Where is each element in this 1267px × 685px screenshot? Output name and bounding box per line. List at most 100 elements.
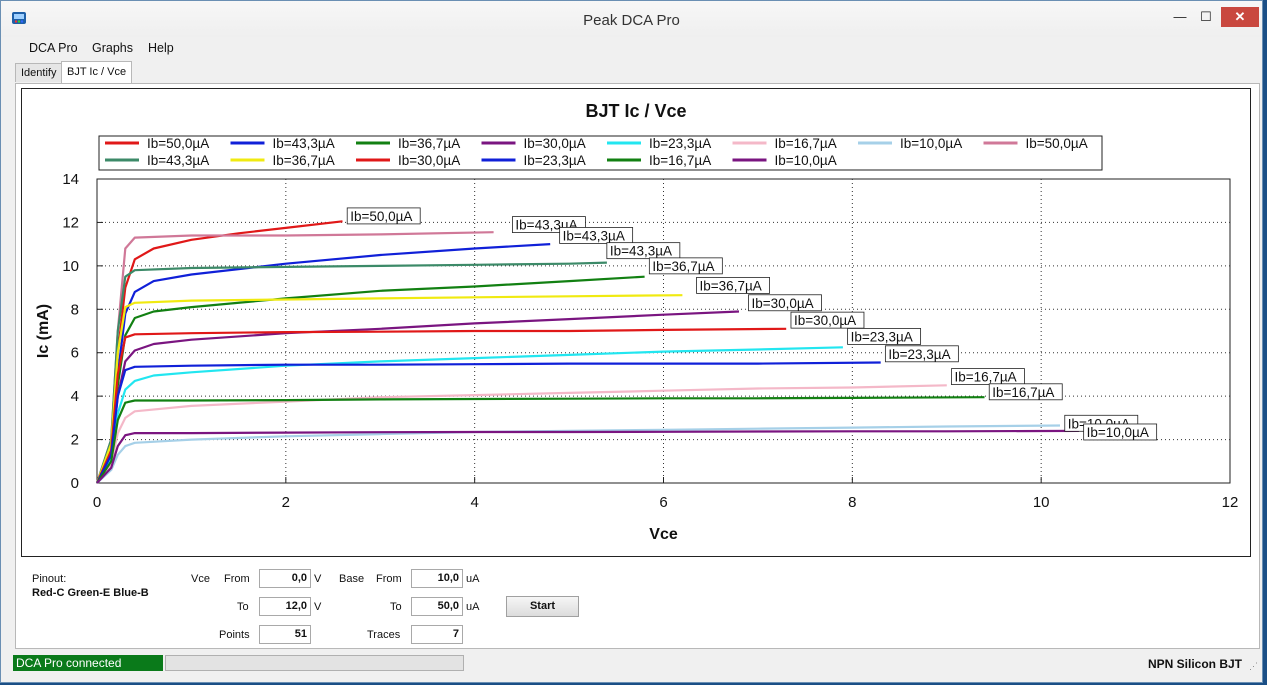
vce-from-label: From <box>224 573 250 585</box>
base-to-label: To <box>390 601 402 613</box>
app-icon <box>12 12 26 24</box>
series-label: Ib=36,7µA <box>700 278 762 293</box>
y-tick-label: 0 <box>71 475 79 492</box>
series-label: Ib=23,3µA <box>851 329 913 344</box>
x-tick-label: 0 <box>93 494 101 511</box>
menu-graphs[interactable]: Graphs <box>92 41 133 55</box>
series-line <box>95 261 607 484</box>
menu-bar: DCA Pro Graphs Help <box>1 38 1262 60</box>
base-from-unit: uA <box>466 573 480 585</box>
legend-entry: Ib=43,3µA <box>273 136 335 151</box>
legend-entry: Ib=10,0µA <box>900 136 962 151</box>
vce-to-unit: V <box>314 601 322 613</box>
legend-entry: Ib=30,0µA <box>398 153 460 168</box>
series-label-box <box>748 294 822 312</box>
legend-entry: Ib=16,7µA <box>775 136 837 151</box>
series-label: Ib=23,3µA <box>888 347 950 362</box>
status-bar: DCA Pro connected NPN Silicon BJT ⋰ <box>1 651 1262 683</box>
series-line <box>95 327 787 484</box>
pinout-label: Pinout: <box>32 573 67 585</box>
tab-bjt-ic-vce[interactable]: BJT Ic / Vce <box>61 61 133 84</box>
series-label: Ib=43,3µA <box>610 244 672 259</box>
legend-entry: Ib=50,0µA <box>1026 136 1088 151</box>
vce-label: Vce <box>191 573 210 585</box>
x-tick-label: 8 <box>848 494 856 511</box>
maximize-button[interactable]: ☐ <box>1200 9 1212 24</box>
chart-title: BJT Ic / Vce <box>585 101 686 121</box>
legend-box <box>98 135 1103 171</box>
vce-to-label: To <box>237 601 249 613</box>
progress-bar <box>165 655 464 671</box>
series-label: Ib=16,7µA <box>992 385 1054 400</box>
series-label-box <box>648 257 723 275</box>
title-bar[interactable]: Peak DCA Pro — ☐ ✕ <box>1 1 1262 37</box>
device-type: NPN Silicon BJT <box>1147 657 1242 671</box>
resize-grip-icon[interactable]: ⋰ <box>1249 661 1258 671</box>
series-label-box <box>606 242 681 260</box>
legend-entry: Ib=30,0µA <box>524 136 586 151</box>
series-label: Ib=50,0µA <box>350 209 412 224</box>
series-label: Ib=30,0µA <box>794 313 856 328</box>
pinout-value: Red-C Green-E Blue-B <box>32 587 149 599</box>
minimize-button[interactable]: — <box>1173 9 1187 24</box>
series-line <box>95 294 683 484</box>
legend-entry: Ib=43,3µA <box>147 153 209 168</box>
y-axis-label: Ic (mA) <box>35 304 52 358</box>
series-label: Ib=10,0µA <box>1087 425 1149 440</box>
series-label-box <box>346 207 421 225</box>
start-button[interactable]: Start <box>506 596 579 617</box>
base-to-input[interactable]: 50,0 <box>411 597 463 616</box>
menu-help[interactable]: Help <box>148 41 174 55</box>
traces-input[interactable]: 7 <box>411 625 463 644</box>
base-from-label: From <box>376 573 402 585</box>
series-label-box <box>951 368 1025 386</box>
legend-entry: Ib=23,3µA <box>524 153 586 168</box>
base-from-input[interactable]: 10,0 <box>411 569 463 588</box>
y-tick-label: 4 <box>71 388 79 405</box>
menu-dca-pro[interactable]: DCA Pro <box>29 41 78 55</box>
legend-entry: Ib=50,0µA <box>147 136 209 151</box>
series-line <box>96 361 881 484</box>
series-label-box <box>1083 423 1158 441</box>
vce-from-unit: V <box>314 573 322 585</box>
base-to-unit: uA <box>466 601 480 613</box>
series-label-box <box>884 345 959 363</box>
x-tick-label: 10 <box>1033 494 1050 511</box>
series-label-box <box>559 227 634 244</box>
series-label: Ib=36,7µA <box>652 259 714 274</box>
series-label: Ib=43,3µA <box>563 228 625 243</box>
window-title: Peak DCA Pro <box>583 12 680 29</box>
y-tick-label: 2 <box>71 432 79 449</box>
close-button[interactable]: ✕ <box>1221 7 1259 27</box>
vce-from-input[interactable]: 0,0 <box>259 569 311 588</box>
y-tick-label: 10 <box>62 258 79 275</box>
tab-identify[interactable]: Identify <box>15 63 63 82</box>
y-tick-label: 8 <box>71 301 79 318</box>
base-label: Base <box>339 573 365 585</box>
tab-panel: BJT Ic / Vce Ib=50,0µA Ib=43,3µA Ib=36,7µA I… <box>15 83 1260 649</box>
series-label-box <box>696 276 770 294</box>
points-label: Points <box>219 629 250 641</box>
series-line <box>96 424 1061 484</box>
connection-status: DCA Pro connected <box>13 655 163 671</box>
legend-entry: Ib=36,7µA <box>398 136 460 151</box>
legend-entry: Ib=10,0µA <box>775 153 837 168</box>
legend-entry: Ib=23,3µA <box>649 136 711 151</box>
y-tick-label: 6 <box>71 345 79 362</box>
x-tick-label: 2 <box>282 494 290 511</box>
series-line <box>96 346 843 484</box>
points-input[interactable]: 51 <box>259 625 311 644</box>
series-label-box <box>847 328 922 345</box>
vce-to-input[interactable]: 12,0 <box>259 597 311 616</box>
legend-entry: Ib=36,7µA <box>273 153 335 168</box>
y-tick-label: 14 <box>62 171 79 188</box>
x-tick-label: 4 <box>470 494 478 511</box>
x-tick-label: 12 <box>1222 494 1239 511</box>
series-label-box <box>790 311 865 329</box>
legend-entry: Ib=16,7µA <box>649 153 711 168</box>
series-label: Ib=16,7µA <box>954 370 1016 385</box>
series-label: Ib=30,0µA <box>751 296 813 311</box>
series-line <box>96 396 985 484</box>
